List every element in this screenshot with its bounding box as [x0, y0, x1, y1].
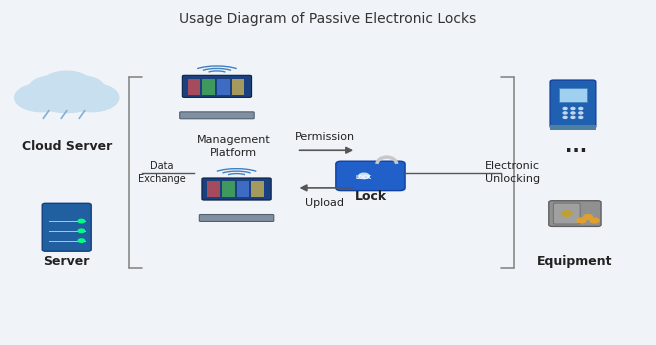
Circle shape [31, 75, 102, 112]
Circle shape [78, 229, 85, 233]
Text: Data
Exchange: Data Exchange [138, 161, 185, 184]
Circle shape [577, 218, 586, 223]
Circle shape [41, 71, 92, 98]
Text: LOCK: LOCK [356, 175, 372, 180]
FancyBboxPatch shape [199, 215, 274, 221]
Bar [207, 181, 220, 197]
Bar [237, 181, 249, 197]
Circle shape [78, 239, 85, 242]
Circle shape [29, 76, 75, 100]
Circle shape [65, 83, 119, 112]
Circle shape [579, 112, 583, 114]
Circle shape [583, 215, 592, 219]
Bar [222, 181, 235, 197]
Circle shape [571, 108, 575, 109]
Circle shape [359, 173, 369, 179]
FancyBboxPatch shape [554, 203, 580, 224]
Circle shape [590, 218, 599, 223]
Circle shape [579, 116, 583, 118]
Bar [559, 88, 587, 102]
FancyBboxPatch shape [336, 161, 405, 191]
FancyBboxPatch shape [550, 80, 596, 128]
Circle shape [14, 83, 68, 112]
Text: Equipment: Equipment [537, 255, 613, 268]
Text: Server: Server [43, 255, 90, 268]
Bar [251, 181, 264, 197]
Circle shape [563, 116, 567, 118]
FancyBboxPatch shape [180, 112, 254, 119]
FancyBboxPatch shape [42, 203, 91, 251]
Circle shape [571, 116, 575, 118]
Text: Management
Platform: Management Platform [196, 135, 270, 158]
Bar [188, 79, 200, 95]
Text: Usage Diagram of Passive Electronic Locks: Usage Diagram of Passive Electronic Lock… [179, 12, 477, 26]
Circle shape [579, 108, 583, 109]
FancyBboxPatch shape [549, 201, 601, 226]
Text: Lock: Lock [354, 190, 386, 203]
Bar [232, 79, 245, 95]
Bar [217, 79, 230, 95]
FancyBboxPatch shape [202, 178, 271, 200]
Text: Cloud Server: Cloud Server [22, 140, 112, 153]
Bar [202, 79, 215, 95]
Circle shape [563, 108, 567, 109]
Text: Electronic
Unlocking: Electronic Unlocking [485, 161, 540, 184]
Circle shape [562, 211, 572, 216]
Bar [550, 125, 596, 130]
Circle shape [571, 112, 575, 114]
Circle shape [563, 112, 567, 114]
Circle shape [58, 76, 104, 100]
Text: Upload: Upload [305, 198, 344, 208]
Text: ...: ... [565, 137, 587, 156]
Text: Permission: Permission [295, 131, 355, 141]
FancyBboxPatch shape [182, 75, 251, 97]
Circle shape [78, 219, 85, 223]
